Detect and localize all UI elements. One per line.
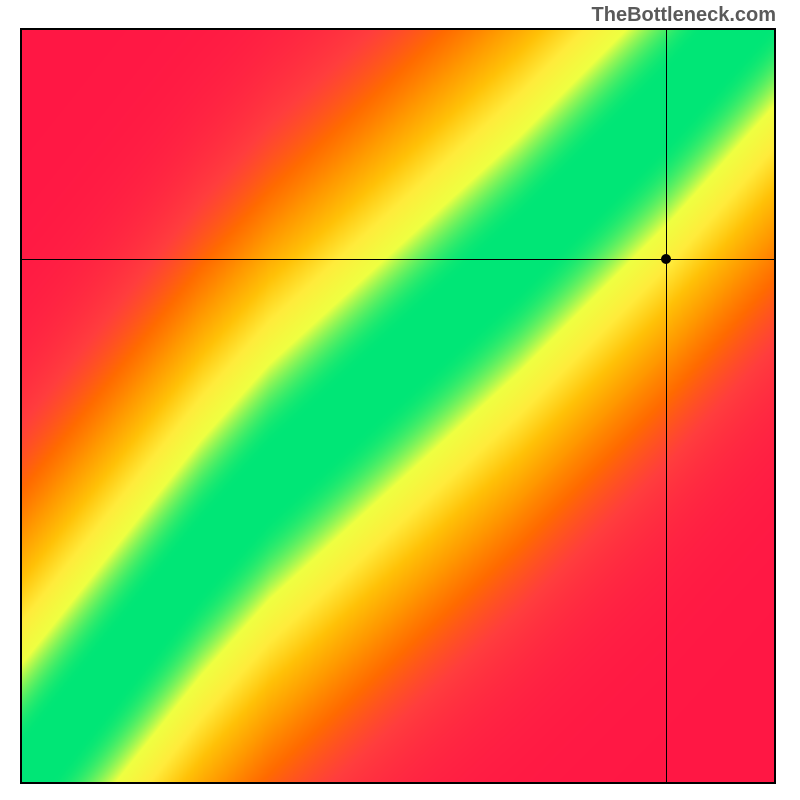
crosshair-vertical bbox=[666, 28, 667, 784]
bottleneck-heatmap bbox=[20, 28, 776, 784]
marker-dot bbox=[661, 254, 671, 264]
watermark-text: TheBottleneck.com bbox=[592, 4, 776, 27]
heatmap-canvas bbox=[20, 28, 776, 784]
